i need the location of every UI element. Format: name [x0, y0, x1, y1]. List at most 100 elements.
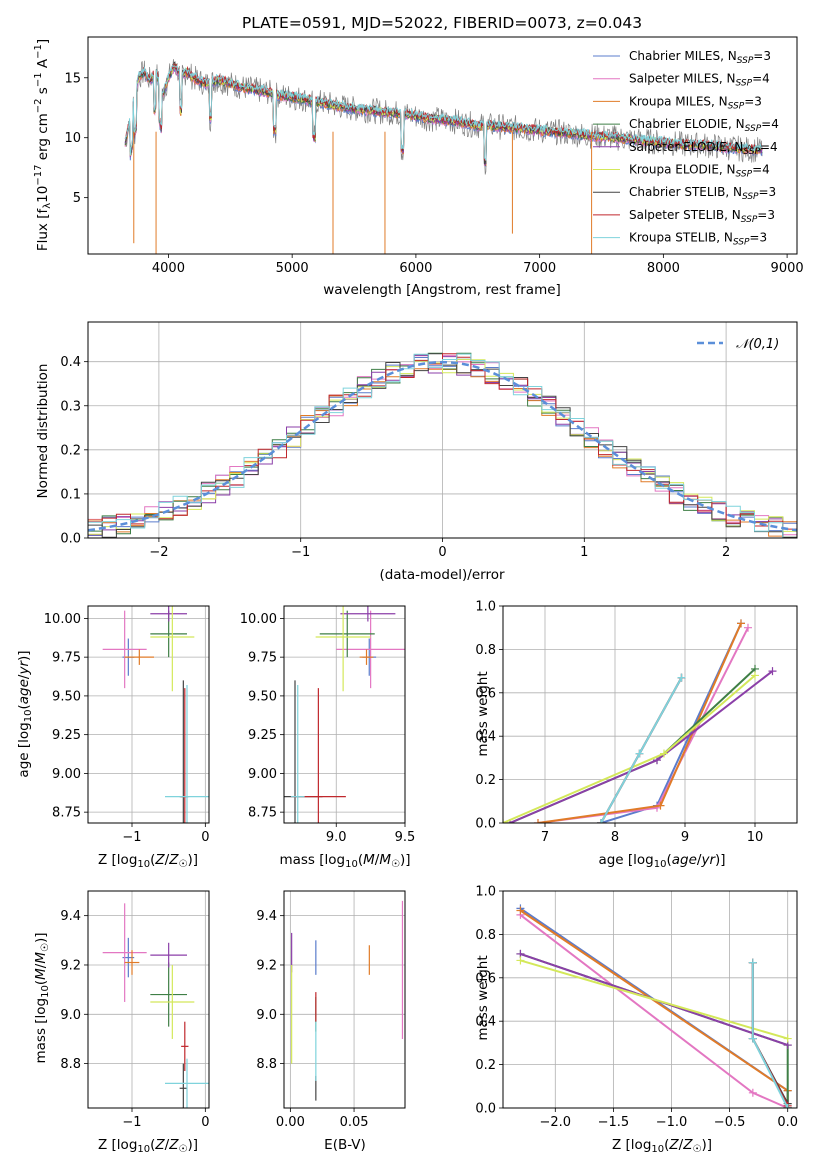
x-tick-label: 10	[747, 830, 764, 845]
legend-subscript: SSP	[728, 101, 745, 111]
residual-panel: −2 −1 0 1 2 0.0 0.1 0.2 0.3 0.4 (data-model)/erro…	[35, 321, 798, 583]
y-tick-label: 8.75	[248, 806, 277, 821]
y-tick-label: 8.8	[256, 1057, 277, 1072]
y-tick-label: 0.3	[60, 399, 81, 414]
x-tick-label: 0.05	[340, 1115, 369, 1130]
y-tick-label: 0.0	[475, 817, 496, 832]
y-tick-label: 9.0	[60, 1008, 81, 1023]
ageZ-xlabel: Z [log10(Z/Z☉)]	[98, 852, 198, 870]
legend-entry: Kroupa ELODIE, NSSP=4	[629, 163, 770, 180]
legend-value: =3	[744, 94, 762, 108]
weight-line	[520, 959, 788, 1040]
y-tick-label: 0.2	[475, 1058, 496, 1073]
weight-marker	[748, 1088, 757, 1097]
x-tick-label: −1	[291, 545, 310, 560]
axes-frame	[87, 321, 798, 539]
weight-line	[519, 914, 789, 1108]
y-tick-label: 10.00	[44, 612, 81, 627]
weight-marker	[783, 1104, 792, 1108]
legend-entry: Chabrier MILES, NSSP=3	[629, 49, 771, 66]
y-tick-label: 9.75	[52, 651, 81, 666]
y-tick-label: 10	[64, 131, 81, 146]
y-tick-label: 9.25	[248, 728, 277, 743]
age_vs_mass-panel: 9.0 9.5 8.75 9.00 9.25 9.50 9.75 10.00	[240, 605, 415, 845]
axes-frame	[87, 36, 798, 255]
mass_vs_Z-panel: −1 0 8.8 9.0 9.2 9.4	[60, 890, 210, 1130]
y-tick-label: 9.00	[248, 767, 277, 782]
mE-xlabel: E(B-V)	[324, 1137, 366, 1153]
legend-value: =3	[749, 231, 767, 245]
errorbars	[102, 903, 209, 1108]
weight-marker	[751, 671, 759, 680]
histograms	[88, 352, 797, 538]
y-tick-label: 9.25	[52, 728, 81, 743]
ageZ-ylabel: age [log10(age/yr)]	[16, 650, 34, 777]
residual-xlabel: (data-model)/error	[379, 567, 505, 583]
y-tick-label: 0.2	[60, 443, 81, 458]
legend-subscript: SSP	[733, 238, 750, 248]
x-tick-label: 8	[611, 830, 619, 845]
spectrum-ylabel: Flux [fλ10−17 erg cm−2 s−1 A−1]	[33, 39, 53, 251]
x-tick-label: −0.5	[714, 1115, 746, 1130]
weight-marker	[516, 956, 525, 965]
y-tick-label: 5	[73, 191, 81, 206]
errorbars	[291, 900, 404, 1101]
spectrum-lines	[124, 59, 763, 254]
spectrum-legend: Chabrier MILES, NSSP=3 Salpeter MILES, NS…	[593, 49, 779, 248]
weight-line	[600, 622, 742, 823]
weight-marker	[768, 667, 777, 676]
x-tick-label: −2	[149, 545, 168, 560]
axes-frame	[87, 605, 210, 824]
y-tick-label: 9.2	[256, 958, 277, 973]
x-tick-label: 0.0	[777, 1115, 798, 1130]
y-tick-label: 8.75	[52, 806, 81, 821]
y-tick-label: 10.00	[240, 612, 277, 627]
axes-frame	[502, 890, 798, 1109]
weight-lines	[516, 904, 792, 1108]
spectrum-title: PLATE=0591, MJD=52022, FIBERID=0073, z=0…	[242, 14, 642, 32]
wAge-xlabel: age [log10(age/yr)]	[598, 852, 725, 870]
y-tick-label: 9.0	[256, 1008, 277, 1023]
residual-histogram	[88, 353, 797, 538]
y-tick-label: 0.6	[475, 686, 496, 701]
y-tick-label: 1.0	[475, 885, 496, 900]
y-tick-label: 0.8	[475, 643, 496, 658]
weight-marker	[744, 623, 752, 632]
y-tick-label: 9.00	[52, 767, 81, 782]
legend-subscript: SSP	[742, 192, 759, 202]
spectrum-panel: PLATE=0591, MJD=52022, FIBERID=0073, z=0…	[33, 14, 804, 298]
weight-line	[519, 909, 789, 1108]
legend-entry: Salpeter STELIB, NSSP=3	[629, 208, 775, 225]
mass_vs_ebv-panel: 0.00 0.05 8.8 9.0 9.2 9.4	[256, 890, 406, 1130]
weight-marker	[656, 801, 665, 810]
weight-marker	[737, 619, 745, 628]
weight_vs_age-panel: 7 8 9 10 0.0 0.2 0.4 0.6 0.8 1.0	[475, 600, 798, 845]
y-tick-label: 9.50	[52, 689, 81, 704]
weight-marker	[597, 819, 605, 823]
weight-marker	[534, 819, 542, 823]
y-tick-label: 8.8	[60, 1057, 81, 1072]
weight-marker	[635, 749, 644, 758]
y-tick-label: 0.4	[60, 355, 81, 370]
weight-marker	[748, 1034, 757, 1043]
axes-frame	[283, 890, 406, 1109]
x-tick-label: −1	[122, 830, 141, 845]
legend-value: =4	[752, 163, 770, 177]
y-tick-label: 15	[64, 71, 81, 86]
legend-entry: Salpeter MILES, NSSP=4	[629, 72, 770, 89]
weight-marker	[516, 906, 525, 915]
model-spectrum-line	[124, 64, 763, 161]
x-tick-label: 7	[541, 830, 549, 845]
wAge-ylabel: mass weight	[475, 671, 491, 756]
x-tick-label: 0.00	[276, 1115, 305, 1130]
normal-curve	[88, 360, 797, 532]
y-tick-label: 0.0	[475, 1102, 496, 1117]
weight-marker	[677, 673, 686, 682]
legend-subscript: SSP	[745, 124, 762, 134]
weight-marker	[783, 1034, 792, 1043]
x-tick-label: −1	[122, 1115, 141, 1130]
x-tick-label: −1.5	[598, 1115, 630, 1130]
y-tick-label: 0.0	[60, 532, 81, 547]
y-tick-label: 0.4	[475, 1015, 496, 1030]
